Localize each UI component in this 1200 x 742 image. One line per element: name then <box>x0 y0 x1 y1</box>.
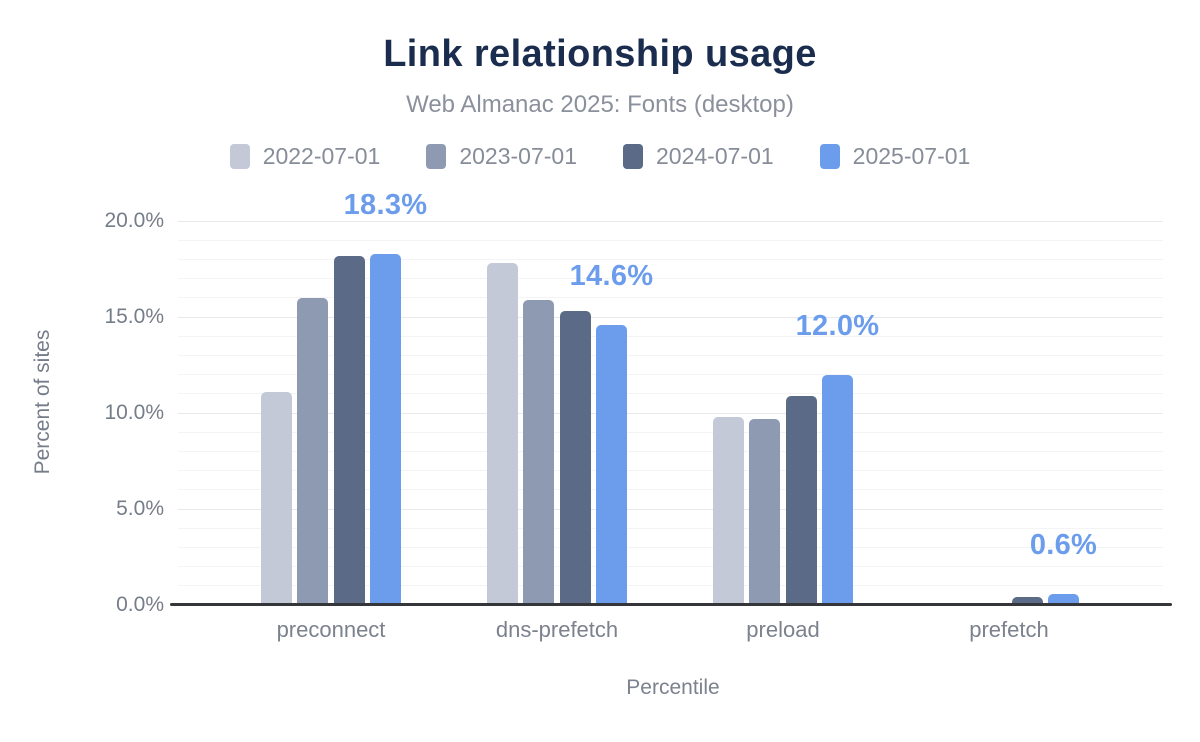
gridline-minor <box>178 585 1163 587</box>
legend-label: 2025-07-01 <box>852 143 971 169</box>
legend: 2022-07-01 2023-07-01 2024-07-01 2025-07-01 <box>0 143 1200 170</box>
gridline-minor <box>178 489 1163 491</box>
bar-2023-07-01-preconnect[interactable] <box>297 297 329 605</box>
y-tick-label: 5.0% <box>116 497 164 520</box>
page-title: Link relationship usage <box>383 33 817 75</box>
data-label: 14.6% <box>569 259 654 292</box>
y-tick-label: 0.0% <box>116 593 164 616</box>
gridline-major <box>178 316 1163 318</box>
legend-swatch <box>229 144 250 169</box>
category-label: dns-prefetch <box>495 617 619 642</box>
legend-item-2023-07-01[interactable]: 2023-07-01 <box>426 143 577 170</box>
bar-2025-07-01-dns-prefetch[interactable] <box>596 324 627 605</box>
data-label: 0.6% <box>1029 528 1098 561</box>
page-subtitle: Web Almanac 2025: Fonts (desktop) <box>406 91 794 118</box>
x-axis-baseline <box>170 603 1172 606</box>
gridline-minor <box>178 546 1163 548</box>
category-label: prefetch <box>969 617 1049 642</box>
gridline-minor <box>178 431 1163 433</box>
category-label: preload <box>746 617 820 642</box>
bar-2025-07-01-preconnect[interactable] <box>370 253 401 605</box>
y-tick-label: 10.0% <box>104 401 164 424</box>
gridline-minor <box>178 354 1163 356</box>
plot-area: 20.0% 15.0% 10.0% 5.0% 0.0% preconnect 18.3% dn… <box>104 190 1172 642</box>
gridline-minor <box>178 278 1163 280</box>
gridline-minor <box>178 470 1163 472</box>
x-axis-title: Percentile <box>626 676 720 699</box>
legend-label: 2023-07-01 <box>459 143 577 169</box>
gridline-minor <box>178 258 1163 260</box>
legend-swatch <box>623 144 643 169</box>
data-label: 12.0% <box>795 309 880 342</box>
gridline-minor <box>178 335 1163 337</box>
bar-2023-07-01-dns-prefetch[interactable] <box>523 299 555 605</box>
data-label: 18.3% <box>343 188 428 221</box>
category-label: preconnect <box>276 617 386 642</box>
legend-label: 2022-07-01 <box>262 143 381 169</box>
legend-item-2025-07-01[interactable]: 2025-07-01 <box>819 143 971 170</box>
bar-2022-07-01-preconnect[interactable] <box>261 391 292 605</box>
legend-item-2024-07-01[interactable]: 2024-07-01 <box>623 143 774 170</box>
gridline-minor <box>178 527 1163 529</box>
gridline-minor <box>178 297 1163 299</box>
bar-2025-07-01-preload[interactable] <box>822 374 853 605</box>
gridline-minor <box>178 450 1163 452</box>
legend-label: 2024-07-01 <box>656 143 774 169</box>
legend-item-2022-07-01[interactable]: 2022-07-01 <box>229 143 381 170</box>
gridline-minor <box>178 239 1163 241</box>
y-tick-label: 20.0% <box>104 209 164 232</box>
legend-swatch <box>819 144 840 169</box>
legend-swatch <box>426 144 447 169</box>
bar-2024-07-01-preconnect[interactable] <box>333 255 365 605</box>
bar-2022-07-01-dns-prefetch[interactable] <box>487 263 518 605</box>
bar-2024-07-01-preload[interactable] <box>785 395 817 605</box>
gridline-minor <box>178 393 1163 395</box>
bar-2022-07-01-preload[interactable] <box>713 416 744 605</box>
bar-2024-07-01-dns-prefetch[interactable] <box>559 311 591 605</box>
gridline-major <box>178 412 1163 414</box>
gridline-major <box>178 220 1163 222</box>
gridline-minor <box>178 374 1163 376</box>
y-tick-label: 15.0% <box>104 305 164 328</box>
bar-2023-07-01-preload[interactable] <box>749 418 781 605</box>
bar-2025-07-01-prefetch[interactable] <box>1048 593 1079 605</box>
bar-2024-07-01-prefetch[interactable] <box>1011 597 1043 605</box>
gridline-major <box>178 508 1163 510</box>
gridline-minor <box>178 566 1163 568</box>
